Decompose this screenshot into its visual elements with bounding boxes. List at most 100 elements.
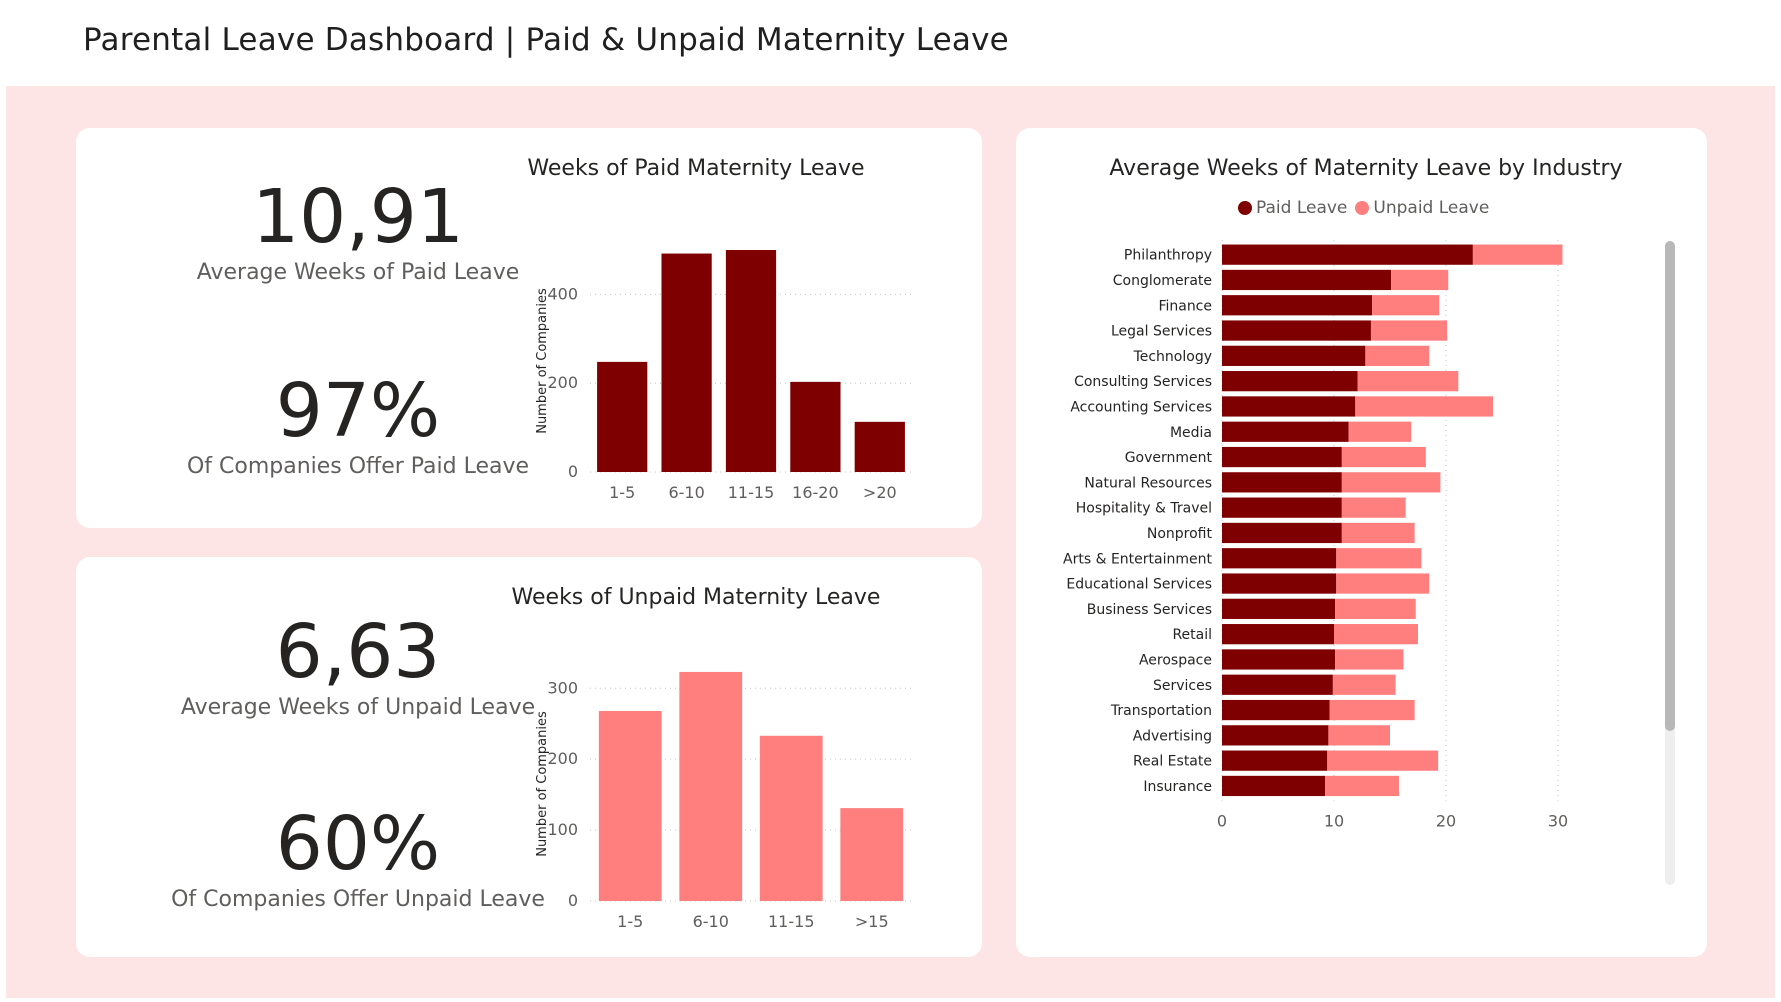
bar-unpaid xyxy=(1334,624,1418,645)
bar-paid xyxy=(1222,674,1333,695)
x-tick-label: >20 xyxy=(863,483,897,502)
bar-unpaid xyxy=(1391,269,1449,291)
industry-chart[interactable]: 0 10 20 30 Philanthropy Conglomerate Finance Le… xyxy=(1016,240,1716,920)
bar-unpaid xyxy=(1355,396,1494,417)
bar-unpaid xyxy=(1335,649,1404,670)
y-tick-label: 200 xyxy=(547,373,578,392)
bar-unpaid xyxy=(1357,371,1459,392)
bar-paid xyxy=(1222,750,1328,771)
paid-chart-title: Weeks of Paid Maternity Leave xyxy=(527,156,865,181)
y-tick-label: 100 xyxy=(547,820,578,839)
category-label: Transportation xyxy=(1110,703,1212,719)
y-tick-label: 0 xyxy=(568,462,578,481)
y-axis-label: Number of Companies xyxy=(535,711,550,857)
bar-unpaid xyxy=(1341,472,1441,493)
kpi-avg-paid-label: Average Weeks of Paid Leave xyxy=(196,260,520,285)
category-label: Philanthropy xyxy=(1124,248,1212,264)
bar-unpaid xyxy=(1328,725,1390,746)
category-label: Natural Resources xyxy=(1084,475,1212,491)
category-label: Educational Services xyxy=(1066,577,1212,593)
y-tick-label: 400 xyxy=(547,284,578,303)
bar-11-15 xyxy=(725,250,777,472)
bar->15 xyxy=(840,808,904,901)
category-label: Consulting Services xyxy=(1074,374,1212,390)
x-tick-label: >15 xyxy=(855,912,889,931)
x-tick-label: 1-5 xyxy=(609,483,635,502)
x-tick-label: 30 xyxy=(1548,812,1568,831)
page-title: Parental Leave Dashboard | Paid & Unpaid… xyxy=(83,22,1009,58)
bar-paid xyxy=(1222,269,1392,291)
bar-paid xyxy=(1222,396,1356,417)
x-tick-label: 1-5 xyxy=(617,912,643,931)
bar-unpaid xyxy=(1335,598,1416,619)
category-label: Accounting Services xyxy=(1070,399,1212,415)
legend-item-paid[interactable]: Paid Leave xyxy=(1238,198,1347,218)
category-label: Hospitality & Travel xyxy=(1076,501,1212,517)
bar-paid xyxy=(1222,446,1342,468)
bar-16-20 xyxy=(790,381,841,472)
bar-unpaid xyxy=(1341,497,1406,518)
legend-paid-label: Paid Leave xyxy=(1256,198,1348,218)
bar-paid xyxy=(1222,649,1336,670)
unpaid-chart[interactable]: 0 100 200 300 Number of Companies 1-5 6-10 11-1… xyxy=(476,617,976,947)
bar-paid xyxy=(1222,548,1337,569)
bar-paid xyxy=(1222,573,1337,594)
kpi-avg-paid[interactable]: 10,91 Average Weeks of Paid Leave xyxy=(158,180,558,285)
category-label: Media xyxy=(1170,425,1212,441)
category-label: Advertising xyxy=(1133,728,1212,744)
category-label: Real Estate xyxy=(1133,754,1212,770)
bar-unpaid xyxy=(1325,775,1399,797)
bar-paid xyxy=(1222,371,1358,392)
unpaid-leave-card: 6,63 Average Weeks of Unpaid Leave 60% O… xyxy=(76,557,982,957)
category-label: Business Services xyxy=(1087,602,1212,618)
unpaid-chart-title: Weeks of Unpaid Maternity Leave xyxy=(511,585,881,610)
x-tick-label: 0 xyxy=(1217,812,1227,831)
legend-item-unpaid[interactable]: Unpaid Leave xyxy=(1355,198,1489,218)
industry-scrollbar-thumb[interactable] xyxy=(1665,241,1675,731)
bar-paid xyxy=(1222,497,1342,518)
kpi-avg-unpaid[interactable]: 6,63 Average Weeks of Unpaid Leave xyxy=(158,615,558,720)
bar-paid xyxy=(1222,775,1326,797)
bar-paid xyxy=(1222,244,1473,265)
kpi-pct-paid[interactable]: 97% Of Companies Offer Paid Leave xyxy=(158,374,558,479)
bar-paid xyxy=(1222,598,1336,619)
y-axis-label: Number of Companies xyxy=(535,288,550,434)
legend-unpaid-label: Unpaid Leave xyxy=(1373,198,1490,218)
x-tick-label: 11-15 xyxy=(768,912,815,931)
bar-1-5 xyxy=(598,710,662,901)
kpi-avg-unpaid-label: Average Weeks of Unpaid Leave xyxy=(180,695,536,720)
bar-unpaid xyxy=(1341,446,1426,468)
x-tick-label: 16-20 xyxy=(792,483,839,502)
bar-unpaid xyxy=(1372,295,1440,316)
industry-legend: Paid Leave Unpaid Leave xyxy=(1238,198,1489,218)
kpi-pct-paid-value: 97% xyxy=(275,368,441,454)
y-tick-label: 200 xyxy=(547,749,578,768)
bar-unpaid xyxy=(1341,522,1415,544)
category-label: Nonprofit xyxy=(1147,526,1213,542)
bar-paid xyxy=(1222,472,1342,493)
kpi-pct-unpaid-value: 60% xyxy=(275,801,441,887)
category-label: Retail xyxy=(1172,627,1212,643)
bar-paid xyxy=(1222,320,1371,341)
bar-11-15 xyxy=(759,735,823,901)
industry-chart-title: Average Weeks of Maternity Leave by Indu… xyxy=(1109,156,1623,181)
bar-unpaid xyxy=(1365,345,1430,366)
bar-paid xyxy=(1222,421,1349,442)
kpi-pct-paid-label: Of Companies Offer Paid Leave xyxy=(186,454,530,479)
bar-unpaid xyxy=(1336,548,1422,569)
category-label: Conglomerate xyxy=(1113,273,1212,289)
legend-unpaid-dot xyxy=(1355,201,1370,215)
paid-leave-card: 10,91 Average Weeks of Paid Leave 97% Of… xyxy=(76,128,982,528)
kpi-pct-unpaid[interactable]: 60% Of Companies Offer Unpaid Leave xyxy=(158,807,558,912)
legend-paid-dot xyxy=(1238,201,1252,215)
bar-unpaid xyxy=(1348,421,1412,442)
bar-paid xyxy=(1222,295,1373,316)
bar-6-10 xyxy=(661,253,712,472)
x-tick-label: 11-15 xyxy=(728,483,775,502)
kpi-avg-unpaid-value: 6,63 xyxy=(275,609,441,695)
category-label: Government xyxy=(1125,450,1213,466)
category-label: Finance xyxy=(1158,298,1212,314)
bar-unpaid xyxy=(1332,674,1396,695)
bar-1-5 xyxy=(597,361,648,472)
